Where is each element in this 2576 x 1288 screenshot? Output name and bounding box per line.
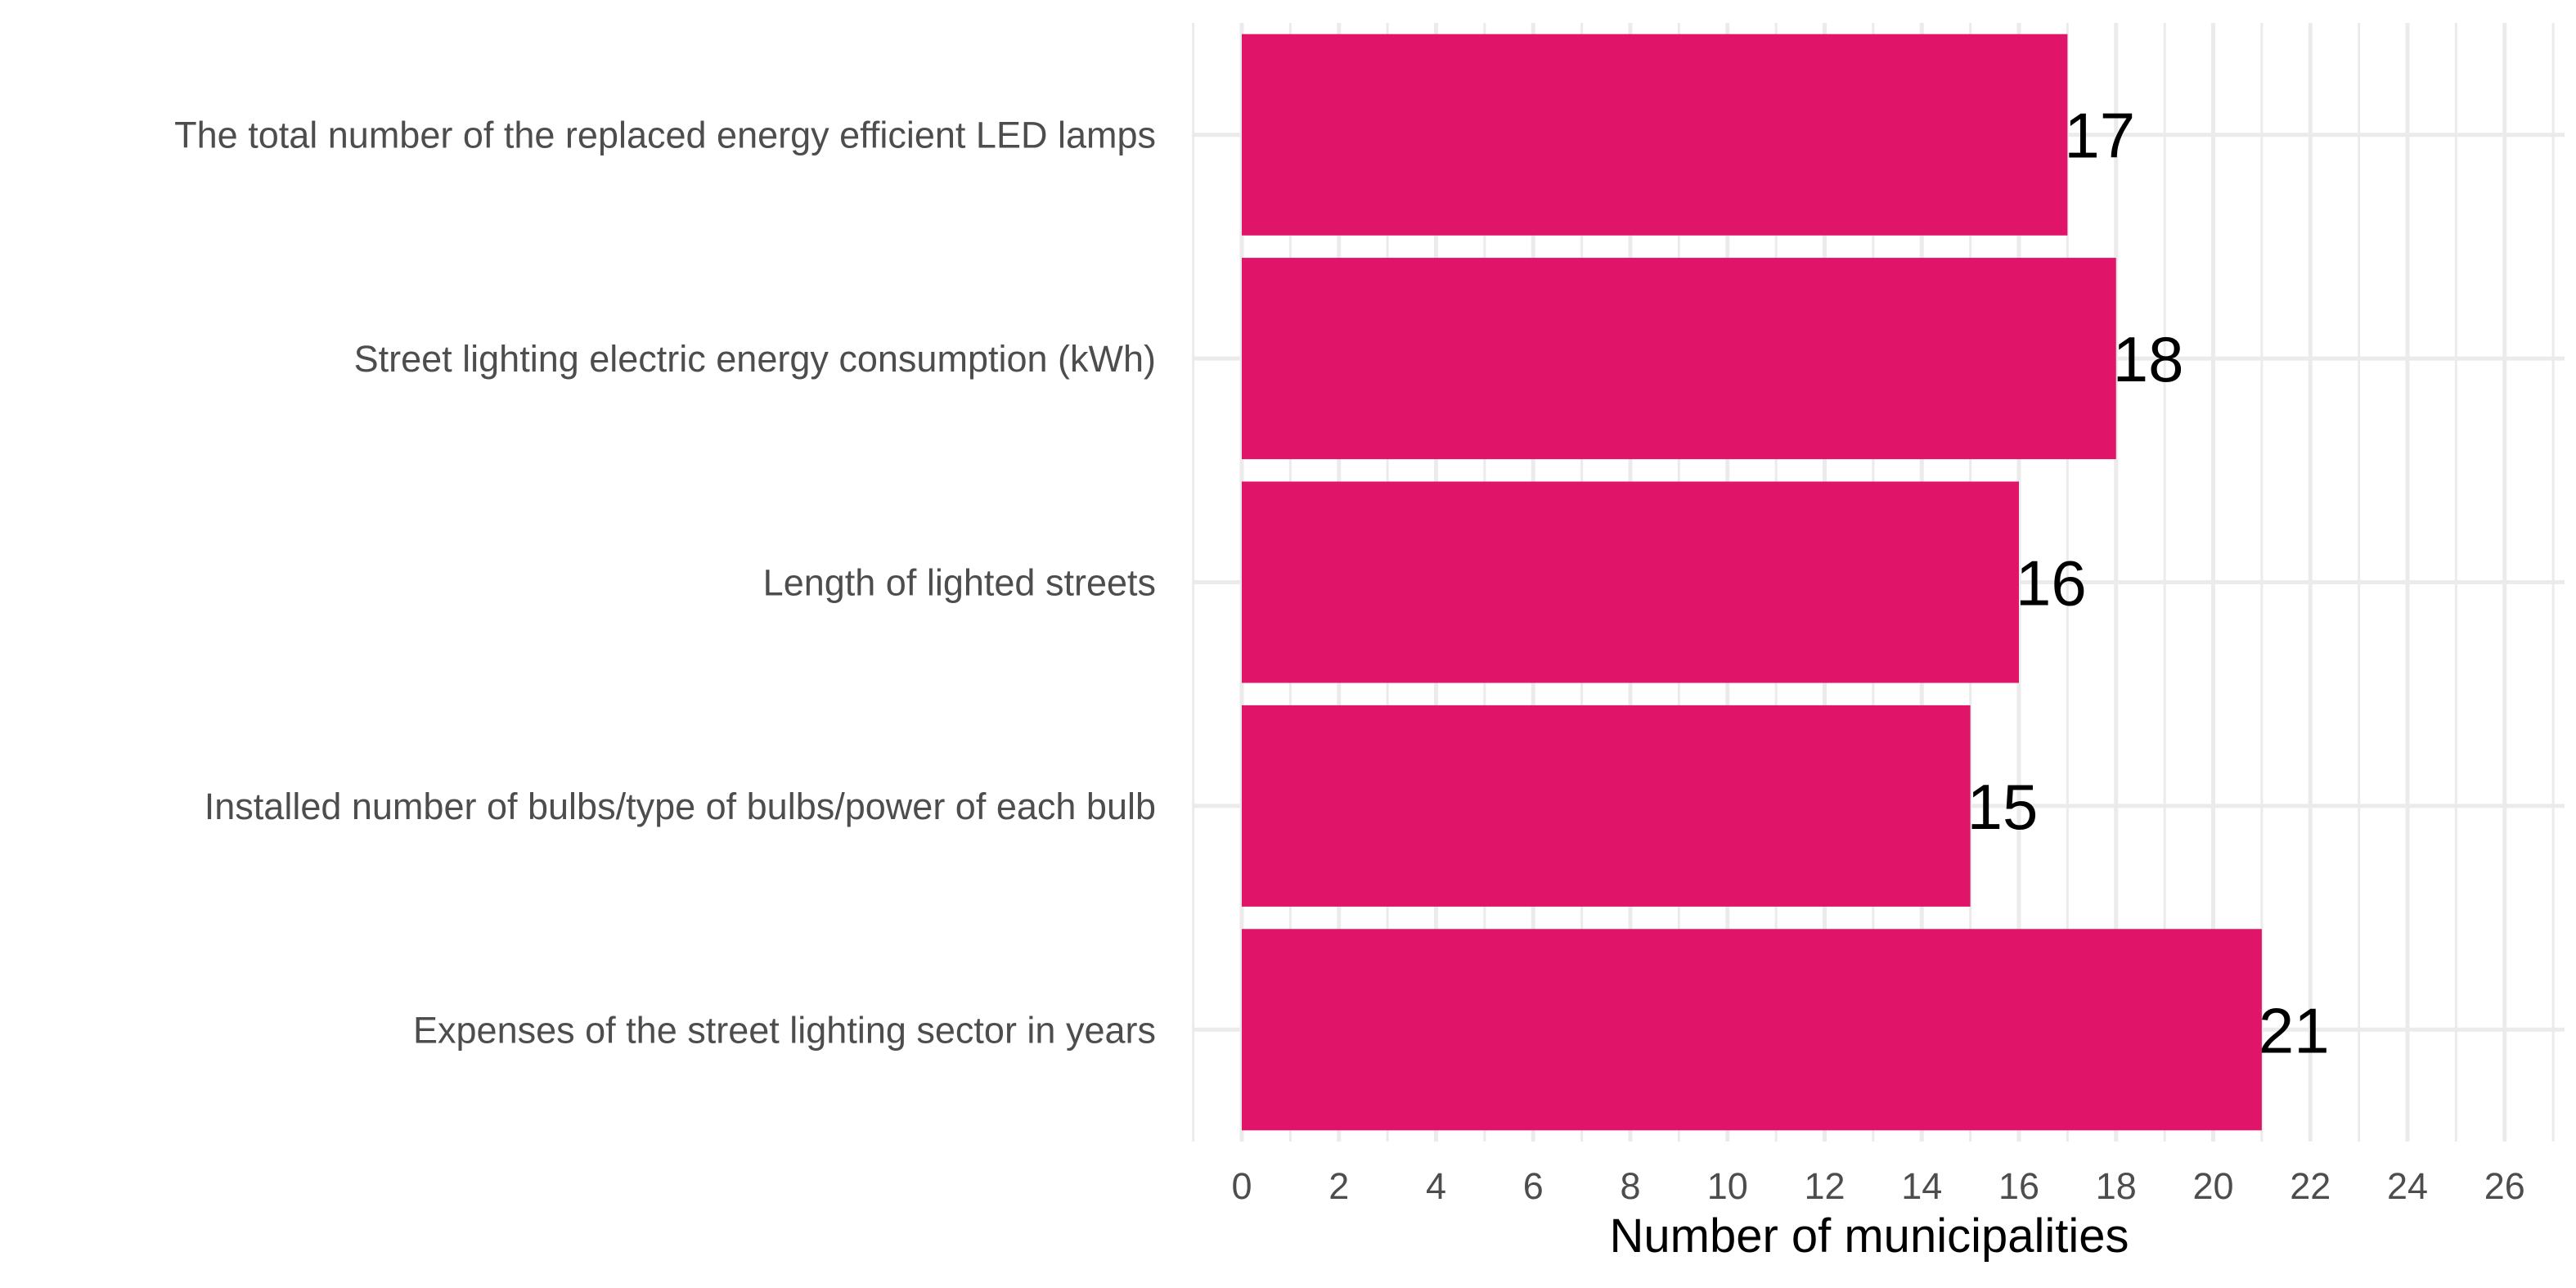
x-tick-label: 6 [1523, 1165, 1544, 1207]
data-label: 18 [2113, 323, 2184, 395]
x-tick-label: 24 [2387, 1165, 2428, 1207]
bars [1242, 34, 2262, 1131]
x-axis-ticks: 0 2 4 6 8 10 12 14 16 18 20 22 24 26 [1231, 1165, 2524, 1207]
x-tick-label: 8 [1620, 1165, 1640, 1207]
category-label: Installed number of bulbs/type of bulbs/… [205, 786, 1156, 827]
data-labels: 17 18 16 15 21 [1967, 100, 2330, 1067]
bar [1242, 929, 2262, 1131]
data-label: 15 [1967, 771, 2039, 843]
x-tick-label: 10 [1707, 1165, 1748, 1207]
x-tick-label: 14 [1901, 1165, 1942, 1207]
category-label: Street lighting electric energy consumpt… [354, 338, 1156, 380]
bar [1242, 705, 1971, 907]
category-label: Expenses of the street lighting sector i… [413, 1009, 1156, 1051]
category-label: Length of lighted streets [763, 562, 1156, 604]
category-labels: The total number of the replaced energy … [174, 115, 1156, 1052]
x-tick-label: 16 [1998, 1165, 2039, 1207]
data-label: 17 [2064, 100, 2135, 172]
x-tick-label: 22 [2290, 1165, 2331, 1207]
x-tick-label: 12 [1804, 1165, 1845, 1207]
data-label: 16 [2016, 547, 2087, 619]
bar [1242, 258, 2116, 460]
data-label: 21 [2259, 994, 2330, 1066]
x-tick-label: 18 [2096, 1165, 2137, 1207]
x-tick-label: 4 [1426, 1165, 1446, 1207]
x-tick-label: 0 [1231, 1165, 1252, 1207]
bar [1242, 481, 2019, 683]
x-tick-label: 26 [2484, 1165, 2525, 1207]
category-label: The total number of the replaced energy … [174, 115, 1156, 156]
x-axis-title: Number of municipalities [1609, 1209, 2129, 1263]
x-tick-label: 20 [2192, 1165, 2233, 1207]
bar [1242, 34, 2068, 236]
x-tick-label: 2 [1328, 1165, 1349, 1207]
